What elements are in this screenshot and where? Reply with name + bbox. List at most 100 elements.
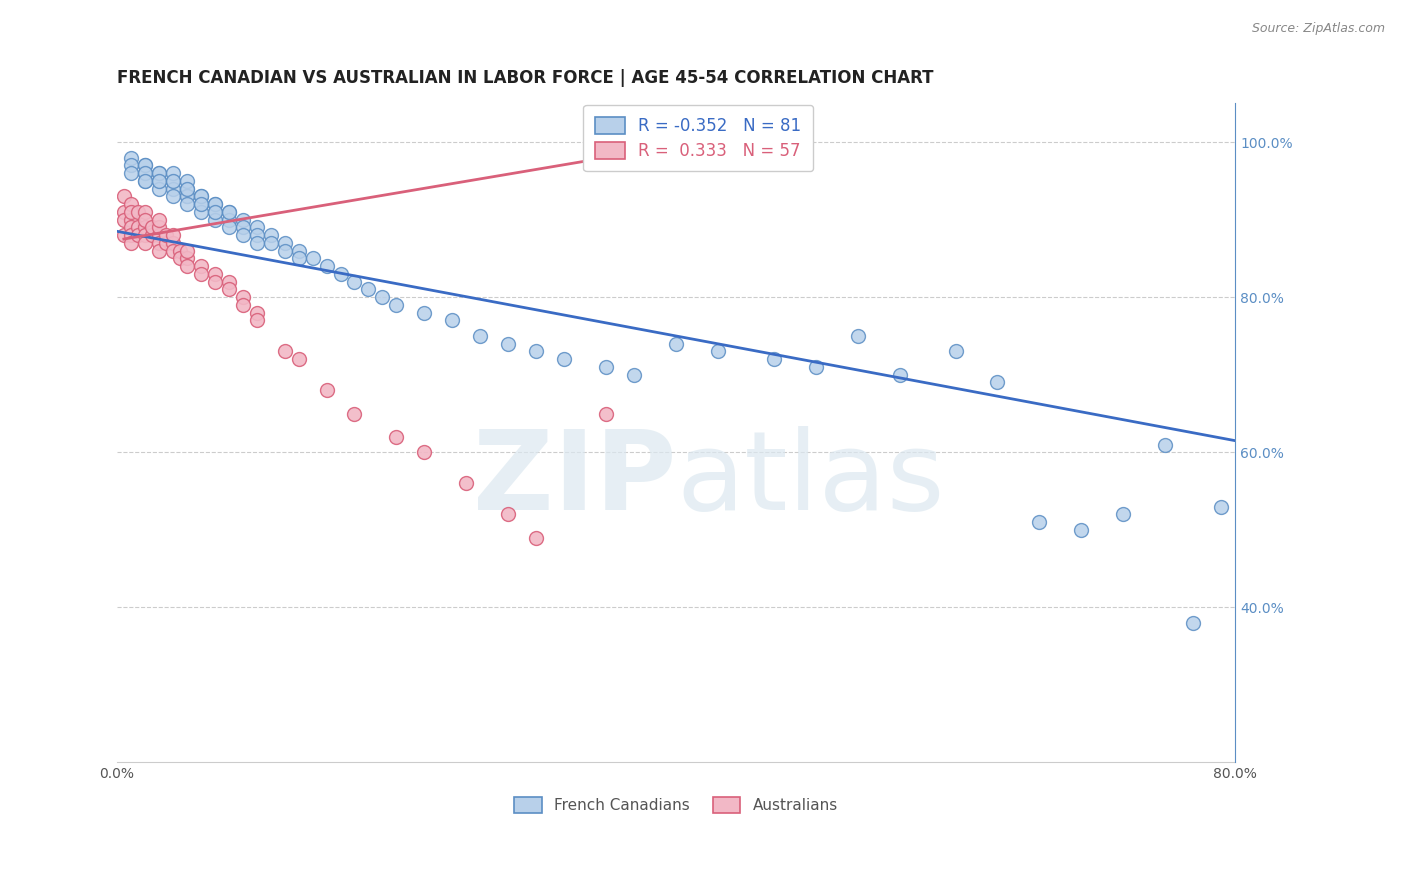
Point: [371, 290, 394, 304]
Point: [595, 407, 617, 421]
Point: [134, 158, 156, 172]
Point: [762, 352, 785, 367]
Point: [190, 189, 212, 203]
Point: [246, 220, 269, 235]
Point: [134, 158, 156, 172]
Point: [120, 205, 142, 219]
Point: [524, 531, 547, 545]
Point: [287, 352, 309, 367]
Point: [301, 252, 323, 266]
Point: [112, 228, 135, 243]
Point: [496, 508, 519, 522]
Point: [315, 259, 337, 273]
Point: [162, 181, 184, 195]
Point: [496, 336, 519, 351]
Point: [1028, 515, 1050, 529]
Point: [204, 205, 226, 219]
Point: [162, 174, 184, 188]
Point: [246, 228, 269, 243]
Point: [204, 197, 226, 211]
Point: [148, 181, 170, 195]
Point: [190, 197, 212, 211]
Point: [287, 252, 309, 266]
Point: [176, 181, 198, 195]
Point: [120, 228, 142, 243]
Point: [246, 235, 269, 250]
Point: [176, 174, 198, 188]
Point: [470, 329, 492, 343]
Point: [148, 212, 170, 227]
Point: [162, 189, 184, 203]
Point: [148, 244, 170, 258]
Point: [162, 228, 184, 243]
Point: [889, 368, 911, 382]
Text: atlas: atlas: [676, 425, 945, 533]
Point: [232, 298, 254, 312]
Point: [413, 306, 436, 320]
Point: [204, 267, 226, 281]
Point: [273, 344, 295, 359]
Point: [162, 244, 184, 258]
Point: [246, 306, 269, 320]
Point: [176, 259, 198, 273]
Point: [986, 376, 1008, 390]
Point: [1070, 523, 1092, 537]
Text: ZIP: ZIP: [472, 425, 676, 533]
Point: [273, 244, 295, 258]
Legend: French Canadians, Australians: French Canadians, Australians: [506, 789, 845, 821]
Point: [1112, 508, 1135, 522]
Point: [218, 205, 240, 219]
Point: [218, 282, 240, 296]
Point: [155, 228, 177, 243]
Point: [315, 383, 337, 397]
Point: [232, 220, 254, 235]
Point: [623, 368, 645, 382]
Point: [120, 220, 142, 235]
Point: [190, 267, 212, 281]
Point: [148, 174, 170, 188]
Point: [112, 212, 135, 227]
Point: [148, 174, 170, 188]
Point: [218, 220, 240, 235]
Point: [385, 298, 408, 312]
Point: [148, 235, 170, 250]
Point: [343, 275, 366, 289]
Point: [1211, 500, 1233, 514]
Point: [134, 174, 156, 188]
Point: [120, 151, 142, 165]
Point: [804, 359, 827, 374]
Point: [259, 228, 281, 243]
Point: [120, 212, 142, 227]
Point: [246, 313, 269, 327]
Point: [273, 235, 295, 250]
Point: [127, 228, 149, 243]
Point: [134, 174, 156, 188]
Point: [134, 166, 156, 180]
Point: [218, 205, 240, 219]
Point: [287, 244, 309, 258]
Point: [456, 476, 478, 491]
Point: [190, 197, 212, 211]
Point: [112, 189, 135, 203]
Point: [155, 235, 177, 250]
Point: [176, 189, 198, 203]
Point: [169, 244, 191, 258]
Point: [127, 205, 149, 219]
Point: [945, 344, 967, 359]
Point: [112, 205, 135, 219]
Point: [190, 205, 212, 219]
Point: [204, 212, 226, 227]
Point: [176, 181, 198, 195]
Point: [259, 235, 281, 250]
Point: [1182, 615, 1205, 630]
Point: [329, 267, 352, 281]
Point: [176, 252, 198, 266]
Point: [595, 359, 617, 374]
Text: Source: ZipAtlas.com: Source: ZipAtlas.com: [1251, 22, 1385, 36]
Point: [665, 336, 688, 351]
Point: [148, 220, 170, 235]
Point: [707, 344, 730, 359]
Point: [190, 189, 212, 203]
Point: [162, 174, 184, 188]
Point: [127, 220, 149, 235]
